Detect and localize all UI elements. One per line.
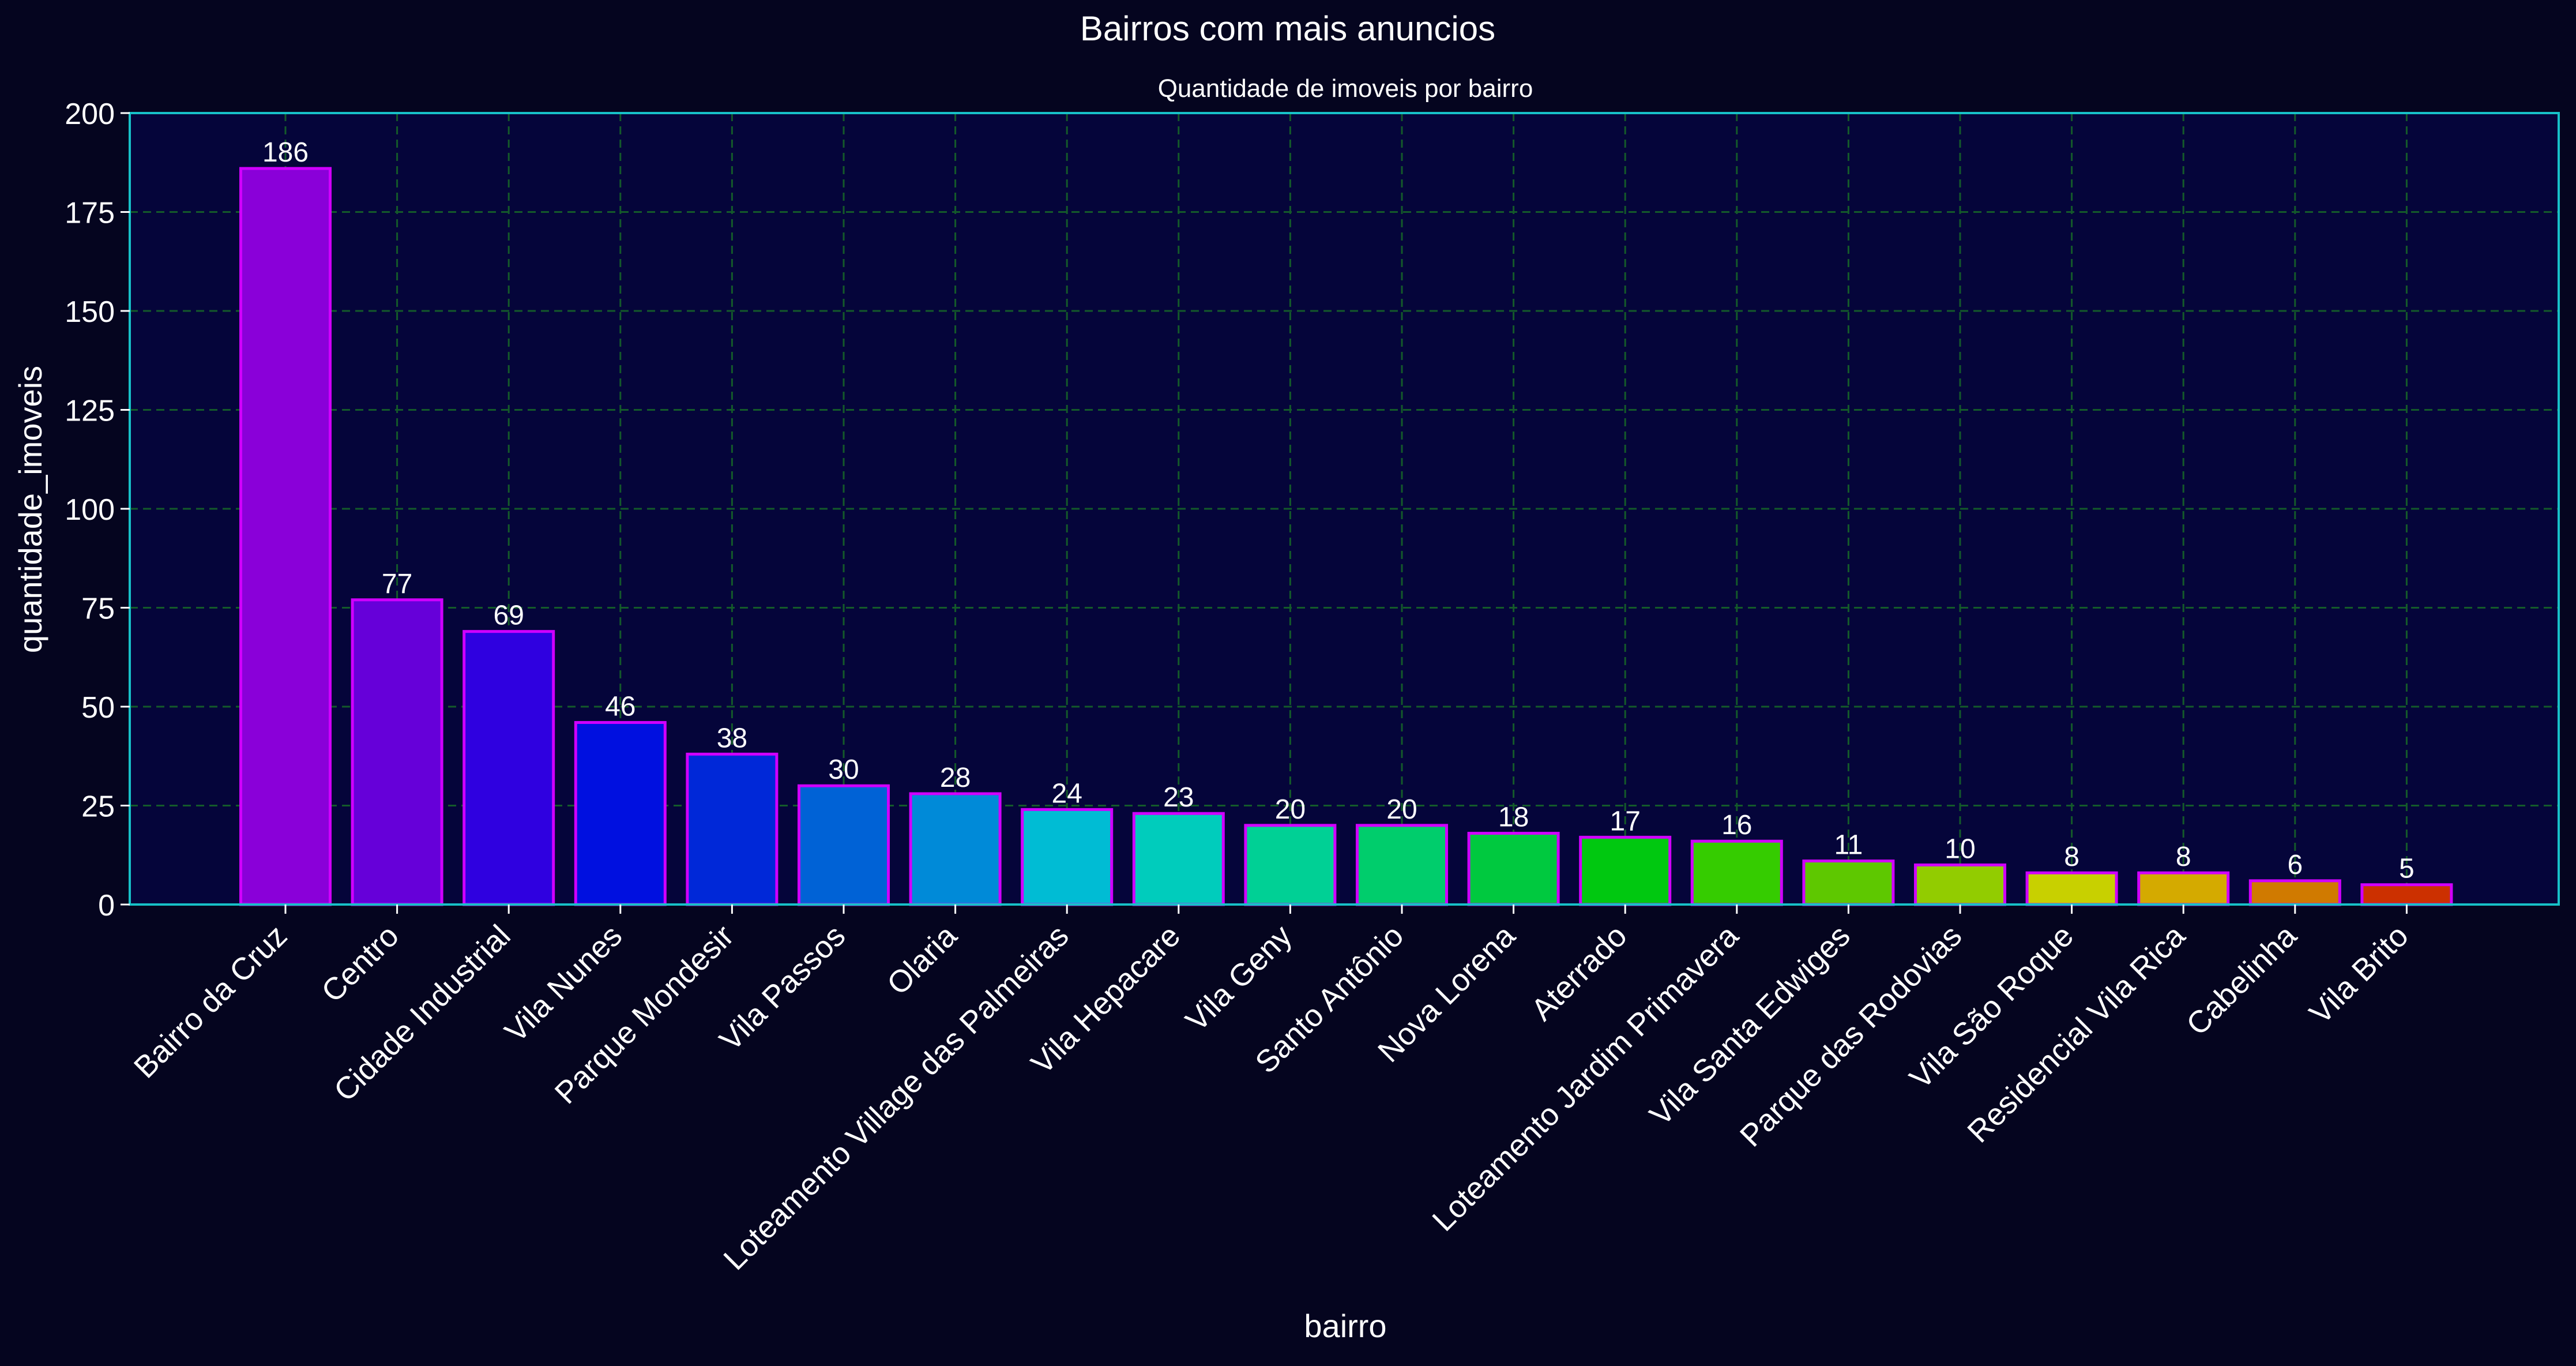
- y-tick-label: 0: [98, 889, 115, 922]
- bar-value-label: 28: [940, 763, 971, 793]
- bar: [909, 792, 1002, 906]
- x-axis-label: bairro: [1304, 1308, 1386, 1344]
- bar-value-label: 77: [382, 569, 412, 599]
- bar-value-label: 69: [494, 601, 524, 631]
- bar-value-label: 20: [1275, 794, 1306, 825]
- bar: [1914, 863, 2006, 906]
- bar-value-label: 24: [1052, 778, 1082, 809]
- grid-lines: [130, 112, 2559, 906]
- bar: [798, 784, 890, 906]
- bar-value-label: 38: [717, 723, 747, 753]
- bar-value-label: 20: [1386, 794, 1417, 825]
- bar-value-label: 8: [2064, 842, 2079, 872]
- chart-title: Bairros com mais anuncios: [1080, 9, 1495, 48]
- chart-subtitle: Quantidade de imoveis por bairro: [1158, 74, 1533, 103]
- bar: [1021, 808, 1114, 906]
- bar: [2025, 871, 2118, 906]
- bar: [1467, 832, 1560, 906]
- bar: [462, 630, 555, 906]
- y-tick-label: 175: [65, 197, 115, 230]
- y-tick-label: 100: [65, 493, 115, 527]
- y-tick-label: 125: [65, 395, 115, 428]
- bar: [2360, 883, 2453, 906]
- y-axis-label: quantidade_imoveis: [12, 366, 48, 653]
- bar: [351, 598, 443, 906]
- bar: [1690, 839, 1783, 906]
- bar-value-labels: 186 77 69 46 38 30 28 24 23 20 20 18 17 16 11 10 8 8 6 5: [262, 137, 2415, 884]
- bar-value-label: 6: [2287, 850, 2303, 880]
- bar: [1244, 824, 1337, 906]
- bar-value-label: 5: [2399, 854, 2415, 884]
- bar: [2137, 871, 2230, 906]
- bar-value-label: 30: [828, 755, 859, 785]
- y-tick-label: 200: [65, 97, 115, 131]
- bar-value-label: 23: [1163, 782, 1194, 813]
- y-tick-label: 25: [81, 790, 115, 824]
- bar-value-label: 11: [1834, 830, 1863, 861]
- bar-value-label: 17: [1610, 806, 1641, 836]
- bar-value-label: 46: [605, 691, 635, 722]
- bar-value-label: 8: [2176, 842, 2191, 872]
- bar-value-label: 186: [262, 137, 309, 168]
- y-tick-label: 150: [65, 295, 115, 329]
- bar: [2248, 879, 2341, 906]
- bar-value-label: 18: [1498, 802, 1529, 833]
- bar: [1356, 824, 1448, 906]
- y-axis: 0 25 50 75 100 125 150 175 200: [65, 97, 130, 922]
- bar: [686, 752, 779, 906]
- y-tick-label: 75: [81, 592, 115, 626]
- bar: [574, 720, 667, 906]
- bar: [1132, 812, 1225, 906]
- bars: [239, 167, 2453, 906]
- bar: [239, 167, 332, 906]
- bar-value-label: 10: [1945, 834, 1975, 864]
- bar: [1579, 835, 1672, 906]
- bar-value-label: 16: [1721, 810, 1752, 840]
- y-tick-label: 50: [81, 691, 115, 725]
- bar: [1802, 860, 1895, 906]
